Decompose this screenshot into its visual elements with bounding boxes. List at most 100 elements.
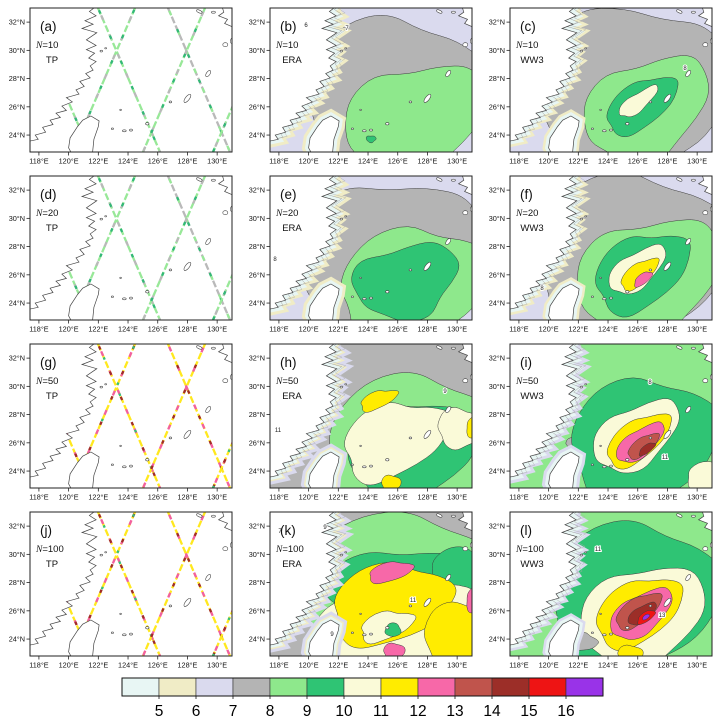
x-tick-label: 120°E [59, 325, 79, 334]
mainland-coastline [270, 8, 338, 142]
satellite-track [141, 344, 207, 488]
panel-label: (a) [40, 19, 57, 34]
kyushu-coastline [697, 344, 712, 363]
x-tick-label: 118°E [509, 325, 529, 334]
mainland-coastline [510, 512, 578, 646]
y-tick-label: 30°N [249, 46, 265, 55]
small-island [676, 177, 683, 182]
x-tick-label: 126°E [628, 661, 648, 670]
contour-field [270, 512, 472, 656]
small-island [648, 436, 652, 440]
satellite-track [96, 512, 162, 656]
kyushu-coastline [697, 8, 712, 27]
y-tick-label: 28°N [9, 578, 25, 587]
satellite-track [211, 272, 232, 320]
shelf-contour-line [517, 344, 587, 475]
small-island [625, 626, 630, 630]
y-tick-label: 32°N [249, 186, 265, 195]
small-island [436, 513, 443, 518]
small-island [451, 10, 456, 14]
satellite-track [166, 176, 232, 320]
satellite-track [141, 8, 207, 152]
small-island [369, 632, 373, 636]
small-island [129, 296, 133, 300]
map-panel-l: 11 13 118°E 120°E 122°E 124°E 126°E 128°E 130°E 3… [489, 511, 713, 670]
sample-size-label: N=50 [35, 376, 58, 387]
panel-label: (j) [40, 523, 52, 538]
map-panel-b: 6 7 118°E 120°E 122°E 124°E 126°E 128°E 130°E 32°… [249, 7, 473, 166]
dataset-label: TP [46, 223, 58, 234]
small-island [211, 10, 216, 14]
y-tick-label: 32°N [489, 522, 505, 531]
y-tick-label: 30°N [9, 214, 25, 223]
contour-value-label: 6 [304, 23, 308, 29]
x-tick-label: 130°E [687, 493, 707, 502]
y-tick-label: 26°N [9, 270, 25, 279]
contour-band [687, 461, 712, 488]
colorbar-tick-label: 9 [303, 703, 312, 720]
x-tick-label: 126°E [388, 661, 408, 670]
small-island [385, 290, 390, 294]
small-island [625, 290, 630, 294]
small-island [445, 406, 452, 414]
colorbar-segment [491, 677, 530, 697]
track-field [30, 176, 232, 320]
y-tick-label: 28°N [249, 242, 265, 251]
small-island [351, 463, 354, 466]
small-island [205, 238, 212, 246]
satellite-track [211, 104, 232, 152]
contour-band [345, 65, 472, 152]
contour-band [638, 442, 657, 457]
y-tick-label: 26°N [489, 270, 505, 279]
mainland-coastline [270, 344, 338, 478]
small-island [160, 0, 173, 8]
satellite-track [71, 8, 137, 152]
map-panel-j: 118°E 120°E 122°E 124°E 126°E 128°E 130°E 32°N 3… [9, 511, 233, 670]
contour-value-label: 8 [540, 286, 544, 292]
small-island [599, 276, 602, 279]
small-island [359, 612, 362, 615]
colorbar-frame [121, 677, 604, 697]
small-island [609, 632, 613, 636]
small-island [451, 178, 456, 182]
small-island [640, 168, 653, 176]
kyushu-coastline [457, 176, 472, 195]
mainland-coastline [30, 344, 98, 478]
colorbar-segment [528, 677, 567, 697]
small-island [183, 261, 192, 271]
small-island [359, 444, 362, 447]
small-island [119, 276, 122, 279]
panel-label: (i) [520, 355, 532, 370]
plot-frame [509, 175, 713, 321]
satellite-track [211, 104, 232, 152]
contour-band [618, 84, 659, 118]
small-island [591, 127, 594, 130]
small-island [222, 42, 229, 48]
dataset-label: ERA [282, 223, 302, 234]
map-panel-a: 118°E 120°E 122°E 124°E 126°E 128°E 130°E 32°N 3… [9, 0, 233, 166]
small-island [205, 70, 212, 78]
contour-field [270, 8, 472, 152]
small-island [160, 336, 173, 344]
sample-size-label: N=10 [275, 40, 298, 51]
small-island [400, 336, 413, 344]
x-tick-label: 120°E [59, 157, 79, 166]
sample-size-label: N=50 [515, 376, 538, 387]
satellite-track [166, 8, 232, 152]
contour-value-label: 9 [443, 389, 447, 395]
small-island [579, 217, 583, 221]
colorbar-segment [454, 677, 493, 697]
plot-frame [509, 7, 713, 153]
mainland-coastline [270, 176, 338, 310]
x-tick-label: 128°E [657, 157, 677, 166]
contour-value-label: 9 [330, 632, 334, 638]
small-island [602, 129, 607, 133]
y-tick-label: 26°N [489, 606, 505, 615]
plot-frame [509, 343, 713, 489]
contour-band [634, 271, 654, 288]
x-tick-label: 120°E [539, 661, 559, 670]
x-tick-label: 118°E [269, 493, 289, 502]
shelf-contour-line [517, 176, 587, 307]
x-tick-label: 122°E [88, 661, 108, 670]
colorbar-segment [417, 677, 456, 697]
